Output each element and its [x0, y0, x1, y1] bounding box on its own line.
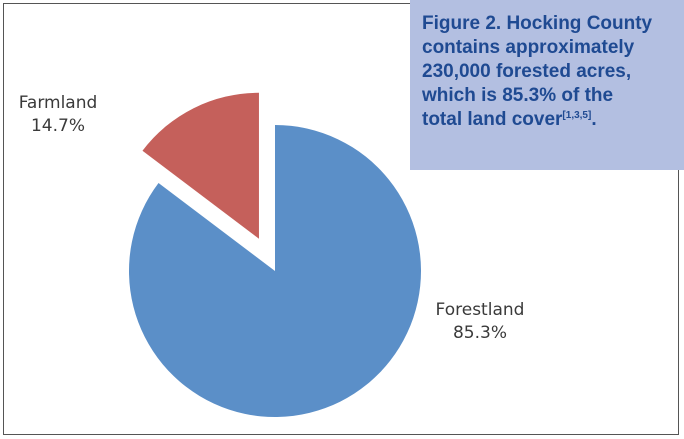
- figure-caption: Figure 2. Hocking County contains approx…: [410, 0, 684, 170]
- pie-chart: [129, 92, 422, 417]
- pie-slice-forestland: [129, 125, 422, 417]
- forestland-label: Forestland 85.3%: [420, 299, 540, 345]
- farmland-label: Farmland 14.7%: [6, 92, 110, 138]
- pie-slice-farmland: [142, 92, 259, 239]
- caption-line-2: contains approximately: [422, 37, 635, 58]
- caption-line-4: which is 85.3% of the: [422, 85, 614, 106]
- caption-line-1: Figure 2. Hocking County: [422, 13, 653, 34]
- caption-references: [1,3,5]: [562, 110, 592, 121]
- forestland-name: Forestland: [435, 300, 525, 320]
- forestland-percent: 85.3%: [452, 323, 507, 343]
- caption-period: .: [591, 109, 597, 130]
- farmland-name: Farmland: [18, 93, 98, 113]
- caption-line-5: total land cover[1,3,5].: [422, 108, 674, 132]
- farmland-percent: 14.7%: [30, 116, 85, 136]
- caption-text-end: total land cover: [422, 109, 563, 130]
- caption-line-3: 230,000 forested acres,: [422, 61, 632, 82]
